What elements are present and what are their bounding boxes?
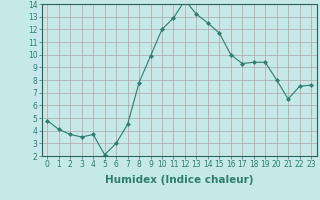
X-axis label: Humidex (Indice chaleur): Humidex (Indice chaleur) — [105, 175, 253, 185]
